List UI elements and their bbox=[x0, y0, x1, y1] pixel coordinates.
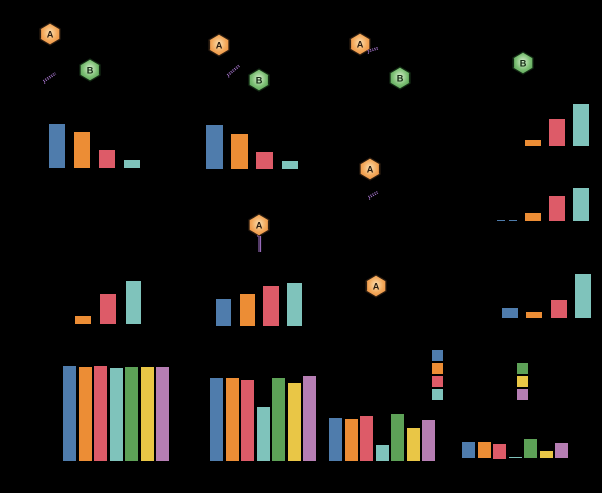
svg-text:B: B bbox=[397, 73, 404, 83]
svg-text:A: A bbox=[47, 29, 54, 39]
svg-text:B: B bbox=[520, 58, 527, 68]
svg-text:A: A bbox=[373, 281, 380, 291]
svg-text:A: A bbox=[367, 164, 374, 174]
svg-text:B: B bbox=[256, 75, 263, 85]
svg-text:B: B bbox=[87, 65, 94, 75]
svg-text:A: A bbox=[256, 220, 263, 230]
svg-text:A: A bbox=[216, 40, 223, 50]
